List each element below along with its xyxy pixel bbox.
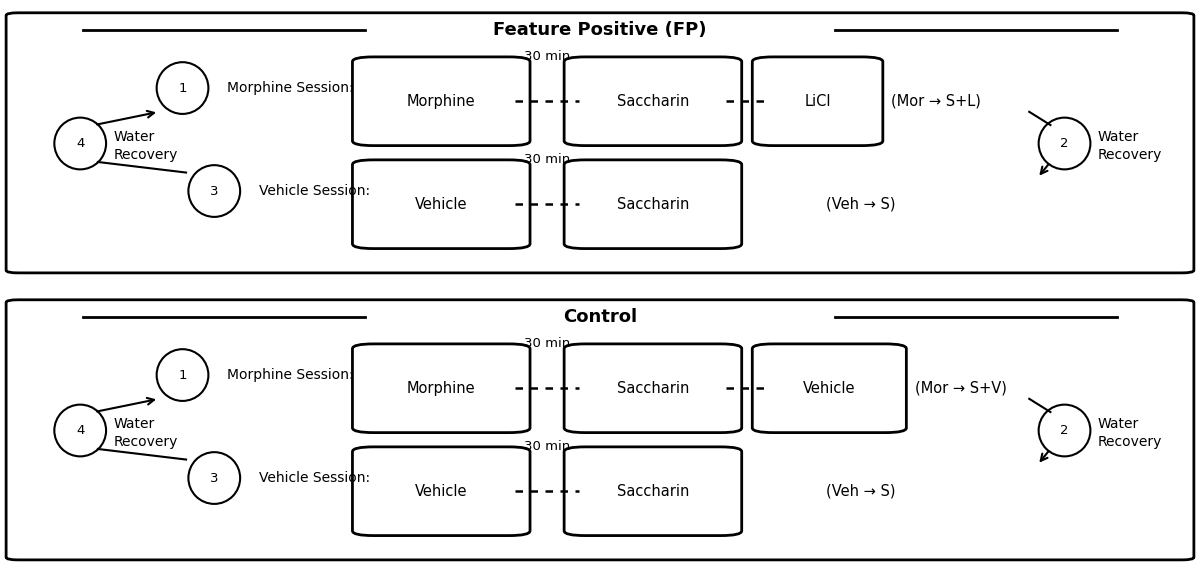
Text: Vehicle: Vehicle bbox=[803, 381, 856, 395]
FancyBboxPatch shape bbox=[564, 160, 742, 249]
Text: Vehicle Session:: Vehicle Session: bbox=[259, 471, 370, 485]
Text: Morphine Session:: Morphine Session: bbox=[227, 81, 354, 95]
Text: (Veh → S): (Veh → S) bbox=[827, 197, 896, 212]
FancyBboxPatch shape bbox=[564, 344, 742, 433]
Text: 3: 3 bbox=[210, 184, 218, 197]
Text: 1: 1 bbox=[179, 369, 187, 382]
Text: 1: 1 bbox=[179, 82, 187, 95]
Text: Water
Recovery: Water Recovery bbox=[113, 130, 178, 162]
Text: Vehicle: Vehicle bbox=[415, 484, 468, 499]
Text: Control: Control bbox=[563, 308, 637, 326]
Text: Water
Recovery: Water Recovery bbox=[1098, 417, 1162, 449]
Text: Vehicle: Vehicle bbox=[415, 197, 468, 212]
FancyBboxPatch shape bbox=[564, 447, 742, 536]
Text: Saccharin: Saccharin bbox=[617, 484, 689, 499]
Text: LiCl: LiCl bbox=[804, 94, 830, 108]
Text: (Veh → S): (Veh → S) bbox=[827, 484, 896, 499]
FancyBboxPatch shape bbox=[6, 300, 1194, 560]
Text: Saccharin: Saccharin bbox=[617, 381, 689, 395]
Text: 30 min: 30 min bbox=[524, 153, 570, 166]
FancyBboxPatch shape bbox=[353, 160, 530, 249]
Text: Morphine Session:: Morphine Session: bbox=[227, 368, 354, 382]
Text: Water
Recovery: Water Recovery bbox=[1098, 130, 1162, 162]
FancyBboxPatch shape bbox=[6, 13, 1194, 273]
FancyBboxPatch shape bbox=[752, 57, 883, 146]
Text: 2: 2 bbox=[1061, 137, 1069, 150]
Text: 30 min: 30 min bbox=[524, 440, 570, 453]
Text: 30 min: 30 min bbox=[524, 50, 570, 63]
Text: (Mor → S+V): (Mor → S+V) bbox=[914, 381, 1007, 395]
Text: Morphine: Morphine bbox=[407, 381, 475, 395]
Text: Vehicle Session:: Vehicle Session: bbox=[259, 184, 370, 198]
Text: 2: 2 bbox=[1061, 424, 1069, 437]
Text: Water
Recovery: Water Recovery bbox=[113, 417, 178, 449]
FancyBboxPatch shape bbox=[564, 57, 742, 146]
Text: 3: 3 bbox=[210, 471, 218, 484]
Text: Morphine: Morphine bbox=[407, 94, 475, 108]
FancyBboxPatch shape bbox=[752, 344, 906, 433]
Text: 30 min: 30 min bbox=[524, 337, 570, 350]
Text: 4: 4 bbox=[76, 424, 84, 437]
Text: Feature Positive (FP): Feature Positive (FP) bbox=[493, 21, 707, 39]
Text: Saccharin: Saccharin bbox=[617, 94, 689, 108]
Text: 4: 4 bbox=[76, 137, 84, 150]
FancyBboxPatch shape bbox=[353, 57, 530, 146]
FancyBboxPatch shape bbox=[353, 447, 530, 536]
Text: Saccharin: Saccharin bbox=[617, 197, 689, 212]
FancyBboxPatch shape bbox=[353, 344, 530, 433]
Text: (Mor → S+L): (Mor → S+L) bbox=[892, 94, 980, 108]
